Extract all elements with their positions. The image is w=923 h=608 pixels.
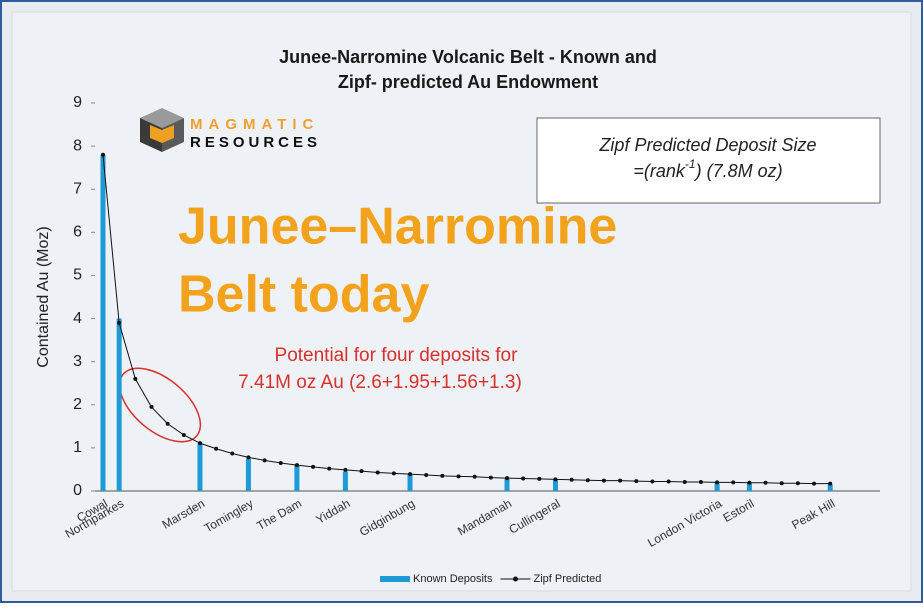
legend-swatch	[380, 576, 410, 582]
point	[682, 479, 687, 484]
point	[408, 472, 413, 477]
bar	[342, 471, 348, 491]
point	[812, 481, 817, 486]
point	[521, 476, 526, 481]
point	[585, 478, 590, 483]
point	[375, 470, 380, 475]
bar	[245, 458, 251, 491]
bar	[827, 484, 833, 491]
point	[181, 432, 186, 437]
point	[763, 480, 768, 485]
bar	[100, 154, 106, 491]
point	[262, 458, 267, 463]
point	[795, 481, 800, 486]
logo-icon	[140, 108, 184, 152]
formula: =(rank-1) (7.8M oz)	[633, 157, 782, 181]
point	[391, 471, 396, 476]
point	[456, 474, 461, 479]
point	[440, 473, 445, 478]
formula-part: =(rank	[633, 161, 686, 181]
y-tick-label: 0	[73, 482, 82, 499]
point	[278, 460, 283, 465]
point	[246, 455, 251, 460]
logo-text: RESOURCES	[190, 134, 321, 151]
formula-box	[536, 117, 881, 204]
point	[472, 474, 477, 479]
bar	[714, 483, 720, 491]
point	[327, 466, 332, 471]
point	[197, 441, 202, 446]
point	[553, 477, 558, 482]
y-tick-label: 5	[73, 267, 82, 284]
point	[650, 479, 655, 484]
point	[311, 464, 316, 469]
point	[779, 481, 784, 486]
y-tick-label: 7	[73, 180, 82, 197]
bar	[197, 443, 203, 491]
y-tick-label: 1	[73, 439, 82, 456]
point	[731, 480, 736, 485]
y-axis-label: Contained Au (Moz)	[35, 226, 52, 367]
logo-text: MAGMATIC	[190, 116, 319, 133]
point	[634, 479, 639, 484]
point	[117, 320, 122, 325]
point	[698, 479, 703, 484]
point	[666, 479, 671, 484]
point	[294, 463, 299, 468]
y-tick-label: 6	[73, 224, 82, 241]
bar	[116, 318, 122, 491]
y-tick-label: 2	[73, 396, 82, 413]
y-tick-label: 9	[73, 94, 82, 111]
point	[343, 467, 348, 472]
panel	[11, 11, 912, 592]
point	[214, 446, 219, 451]
overlay-text: Belt today	[178, 266, 429, 324]
point	[424, 473, 429, 478]
point	[618, 478, 623, 483]
formula-title: Zipf Predicted Deposit Size	[598, 135, 816, 155]
annotation: Potential for four deposits for	[275, 345, 519, 366]
point	[133, 376, 138, 381]
point	[165, 421, 170, 426]
bar	[746, 483, 752, 491]
point	[747, 480, 752, 485]
overlay-text: Junee–Narromine	[178, 198, 617, 256]
chart-title: Junee-Narromine Volcanic Belt - Known an…	[279, 47, 657, 67]
bar	[294, 465, 300, 491]
y-tick-label: 4	[73, 310, 82, 327]
point	[601, 478, 606, 483]
line	[102, 154, 831, 485]
formula-exponent: -1	[685, 157, 696, 171]
legend-label: Zipf Predicted	[534, 573, 602, 585]
point	[715, 480, 720, 485]
bar	[504, 478, 510, 491]
legend-label: Known Deposits	[413, 573, 493, 585]
point	[101, 152, 105, 157]
point	[359, 469, 364, 474]
chart-title: Zipf- predicted Au Endowment	[338, 72, 598, 92]
point	[537, 476, 542, 481]
point	[488, 475, 493, 480]
point	[149, 404, 154, 409]
bar	[552, 480, 558, 491]
formula-part: ) (7.8M oz)	[694, 161, 783, 181]
point	[230, 451, 235, 456]
y-tick-label: 3	[73, 353, 82, 370]
point	[828, 481, 833, 486]
point	[505, 476, 509, 481]
bar	[407, 474, 413, 491]
y-tick-label: 8	[73, 137, 82, 154]
highlight-ellipse	[118, 367, 202, 443]
point	[569, 477, 574, 482]
legend-swatch	[513, 576, 518, 582]
annotation: 7.41M oz Au (2.6+1.95+1.56+1.3)	[238, 372, 522, 393]
